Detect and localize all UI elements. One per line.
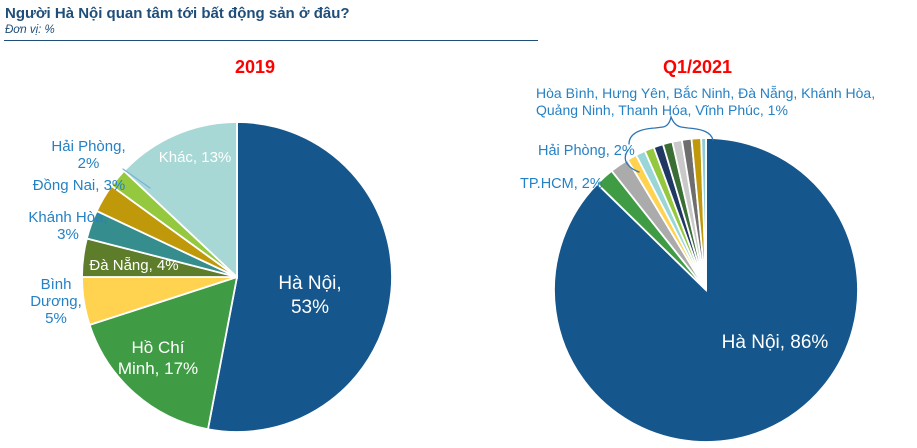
pie-slice-sliver <box>700 137 707 291</box>
hai-phong-leader-line <box>122 168 151 189</box>
label-binh-duong: Bình Dương, 5% <box>30 276 82 327</box>
pie-slice-h-n-i <box>206 121 393 433</box>
label-tphcm: TP.HCM, 2% <box>520 176 603 192</box>
label-khanh-hoa: Khánh Hòa, 3% <box>28 209 108 243</box>
label-province-group: Hòa Bình, Hưng Yên, Bắc Ninh, Đà Nẵng, K… <box>536 85 876 118</box>
hai-phong-2021-leader-line <box>624 149 640 173</box>
header-divider <box>4 40 538 41</box>
label-ho-chi-minh: Hồ Chí Minh, 17% <box>117 338 199 378</box>
page-title: Người Hà Nội quan tâm tới bất động sản ở… <box>5 5 350 22</box>
chart-title-2019: 2019 <box>234 57 276 77</box>
pie-slices-layer <box>81 121 859 443</box>
pie-slice-kh-c <box>122 121 238 280</box>
pie-slice-h-ch-minh <box>88 275 239 431</box>
province-group-brace-icon <box>628 114 714 145</box>
label-ha-noi-2021: Hà Nội, 86% <box>721 332 829 353</box>
label-ha-noi-2019: Hà Nội, 53% <box>278 273 342 318</box>
chart-title-q1-2021: Q1/2021 <box>662 57 733 77</box>
annotation-lines-layer <box>122 114 714 189</box>
label-khac: Khác, 13% <box>158 149 232 166</box>
label-dong-nai: Đồng Nai, 3% <box>32 177 126 194</box>
label-da-nang: Đà Nẵng, 4% <box>89 257 179 274</box>
unit-subtitle: Đơn vị: % <box>5 24 55 36</box>
label-hai-phong-2021: Hải Phòng, 2% <box>538 143 635 159</box>
label-hai-phong: Hải Phòng, 2% <box>51 138 126 172</box>
